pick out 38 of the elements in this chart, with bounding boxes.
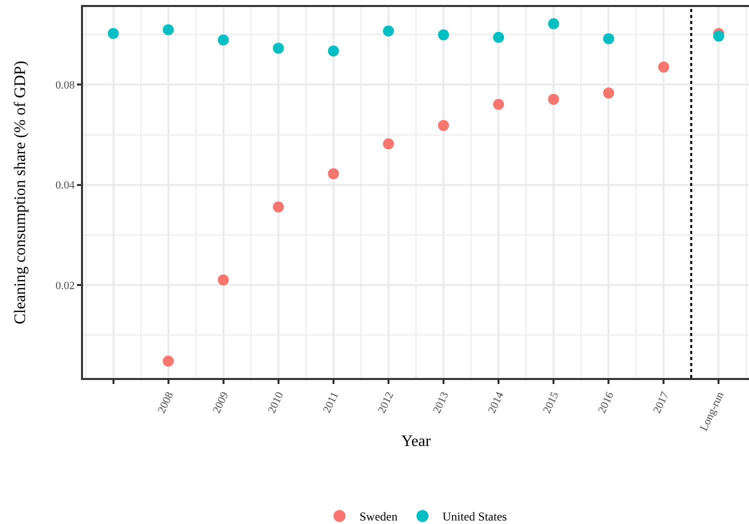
x-axis-title: Year bbox=[401, 433, 432, 450]
x-tick-label: 2014 bbox=[486, 390, 506, 416]
point bbox=[548, 18, 560, 30]
y-tick-label: 0.02 bbox=[56, 280, 75, 292]
point bbox=[548, 94, 560, 105]
point bbox=[438, 120, 450, 132]
x-tick-label: 2017 bbox=[651, 390, 672, 416]
point bbox=[438, 29, 450, 40]
x-tick-label: 2013 bbox=[431, 390, 452, 416]
point bbox=[603, 33, 614, 44]
point bbox=[218, 34, 229, 46]
x-tick-label: 2011 bbox=[321, 390, 342, 415]
point bbox=[603, 88, 614, 99]
point bbox=[328, 168, 339, 180]
point bbox=[108, 28, 119, 40]
legend-label: United States bbox=[442, 510, 508, 524]
point bbox=[493, 98, 504, 110]
point bbox=[162, 356, 174, 367]
point bbox=[382, 138, 394, 150]
x-tick-label: 2010 bbox=[266, 390, 286, 416]
legend-label: Sweden bbox=[360, 510, 398, 524]
point bbox=[272, 202, 284, 213]
point bbox=[328, 46, 339, 57]
point bbox=[382, 26, 394, 37]
x-tick-label: 2012 bbox=[376, 390, 396, 416]
x-tick-label: 2016 bbox=[596, 390, 617, 416]
point bbox=[272, 42, 284, 54]
y-tick-label: 0.08 bbox=[56, 80, 76, 92]
y-tick-label: 0.04 bbox=[56, 180, 76, 192]
point bbox=[713, 30, 724, 42]
x-tick-label: 2008 bbox=[156, 390, 176, 416]
point bbox=[658, 62, 670, 73]
y-axis-title: Cleaning consumption share (% of GDP) bbox=[12, 60, 29, 324]
point bbox=[218, 274, 229, 286]
point bbox=[493, 32, 504, 43]
point bbox=[162, 24, 174, 36]
x-tick-label: 2015 bbox=[541, 390, 562, 416]
x-tick-label: 2009 bbox=[210, 390, 232, 416]
